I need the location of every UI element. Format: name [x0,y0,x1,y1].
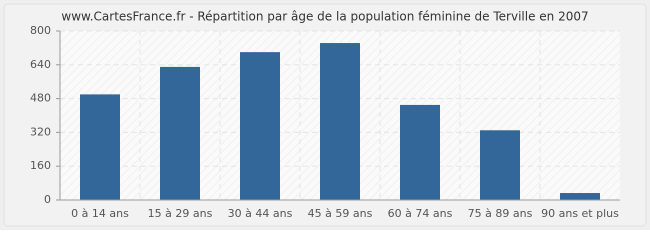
y-tick-label: 800 [30,24,51,37]
bar [400,104,440,200]
bar [240,52,280,200]
chart: www.CartesFrance.fr - Répartition par âg… [0,0,650,230]
y-tick-label: 160 [30,159,51,172]
y-tick-label: 320 [30,125,51,138]
x-tick-label: 0 à 14 ans [71,207,129,220]
x-tick-label: 45 à 59 ans [308,207,373,220]
x-tick-label: 90 ans et plus [541,207,619,220]
y-tick-label: 640 [30,58,51,71]
x-tick-label: 75 à 89 ans [468,207,533,220]
bar [480,130,520,200]
bar [560,193,600,200]
chart-title: www.CartesFrance.fr - Répartition par âg… [61,10,588,24]
bar [320,43,360,201]
y-tick-label: 0 [44,193,51,206]
x-tick-label: 60 à 74 ans [388,207,453,220]
page: www.CartesFrance.fr - Répartition par âg… [0,0,650,230]
x-tick-label: 30 à 44 ans [228,207,293,220]
bar [160,66,200,200]
bar [80,94,120,200]
x-tick-label: 15 à 29 ans [148,207,213,220]
y-tick-label: 480 [30,92,51,105]
